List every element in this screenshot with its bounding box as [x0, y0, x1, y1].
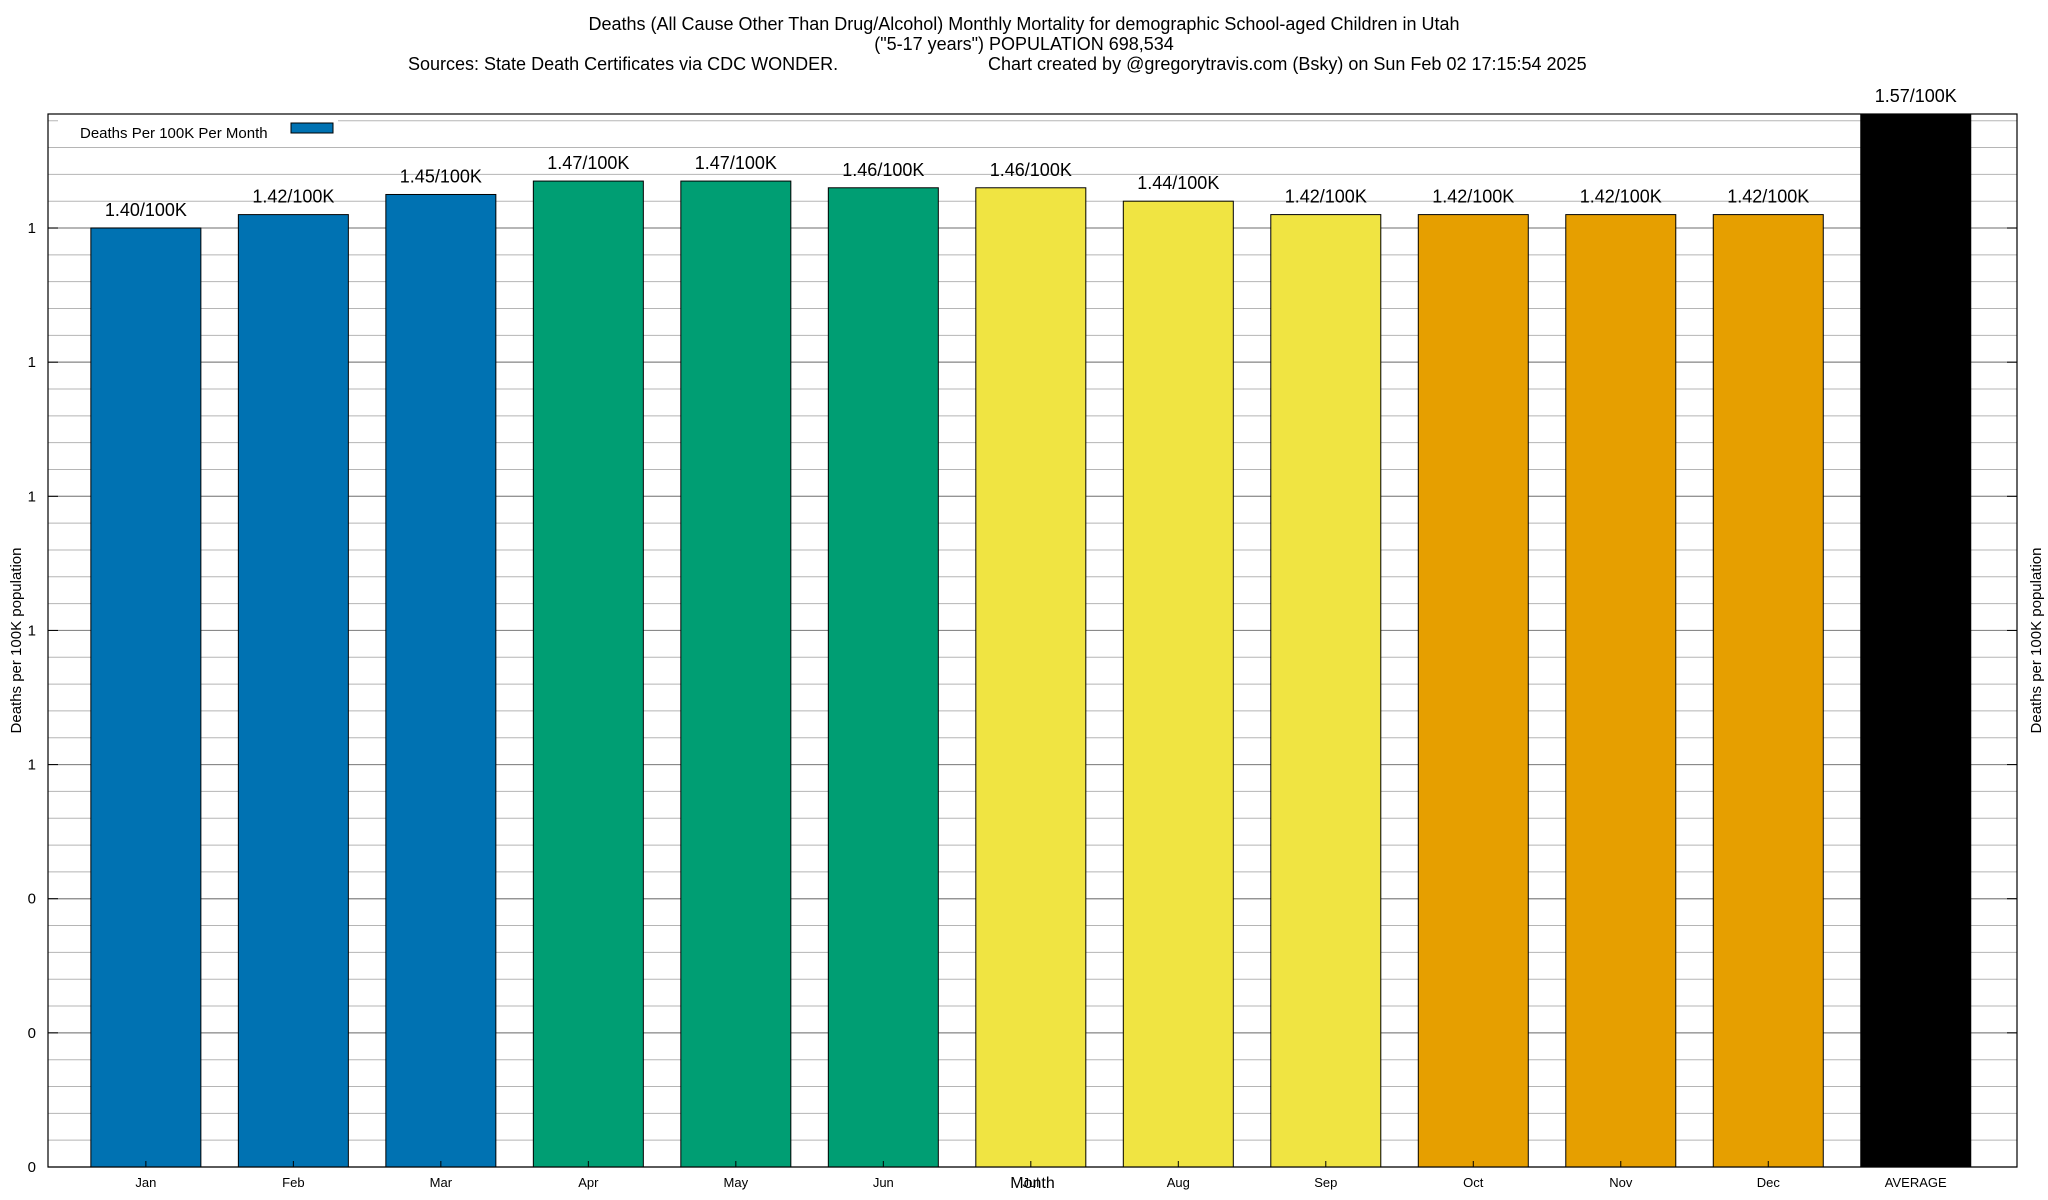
y-axis-title: Deaths per 100K population [8, 548, 25, 734]
x-tick-label: Nov [1609, 1175, 1633, 1190]
bar-mar [385, 193, 497, 1168]
y-tick-label: 0 [28, 891, 36, 908]
chart-title-block: Deaths (All Cause Other Than Drug/Alcoho… [0, 14, 2048, 54]
y-tick-label: 1 [28, 757, 36, 774]
bar-apr [532, 180, 644, 1168]
bar-value-label: 1.46/100K [990, 160, 1072, 180]
y-tick-label: 1 [28, 622, 36, 639]
x-tick-label: Aug [1167, 1175, 1190, 1190]
bar-value-label: 1.47/100K [695, 153, 777, 173]
legend-swatch [290, 122, 334, 134]
x-tick-label: Jun [873, 1175, 894, 1190]
bar-value-label: 1.42/100K [1432, 187, 1514, 207]
chart-sources: Sources: State Death Certificates via CD… [408, 54, 839, 74]
bar-feb [237, 214, 349, 1168]
y-tick-label: 1 [28, 220, 36, 237]
bar-value-label: 1.42/100K [1580, 187, 1662, 207]
y-tick-label: 0 [28, 1025, 36, 1042]
bar-value-label: 1.57/100K [1875, 86, 1957, 106]
bar-value-label: 1.42/100K [1285, 187, 1367, 207]
bar-nov [1565, 214, 1677, 1168]
y2-axis-title: Deaths per 100K population [2028, 548, 2045, 734]
x-tick-label: Apr [578, 1175, 599, 1190]
bar-value-label: 1.40/100K [105, 200, 187, 220]
y-tick-label: 1 [28, 354, 36, 371]
legend-label: Deaths Per 100K Per Month [80, 125, 268, 142]
plot-border [47, 113, 2018, 1168]
bar-jul [975, 187, 1087, 1168]
x-tick-label: Feb [282, 1175, 304, 1190]
x-tick-label: May [724, 1175, 749, 1190]
bar-value-label: 1.44/100K [1137, 173, 1219, 193]
x-tick-label: Mar [430, 1175, 453, 1190]
chart-title: Deaths (All Cause Other Than Drug/Alcoho… [588, 14, 1460, 34]
chart-subtitle: ("5-17 years") POPULATION 698,534 [874, 34, 1174, 54]
bar-value-label: 1.42/100K [252, 187, 334, 207]
y-tick-label: 0 [28, 1159, 36, 1176]
bar-sep [1270, 214, 1382, 1168]
y-tick-label: 1 [28, 488, 36, 505]
bar-value-label: 1.45/100K [400, 166, 482, 186]
chart-credit: Chart created by @gregorytravis.com (Bsk… [988, 54, 1587, 74]
bar-aug [1122, 200, 1234, 1168]
bar-jan [90, 227, 202, 1168]
x-tick-label: Dec [1757, 1175, 1781, 1190]
x-tick-label: Jul [1023, 1175, 1040, 1190]
bar-value-label: 1.47/100K [547, 153, 629, 173]
bar-oct [1417, 214, 1529, 1168]
bar-value-label: 1.46/100K [842, 160, 924, 180]
bar-value-label: 1.42/100K [1727, 187, 1809, 207]
x-tick-label: AVERAGE [1885, 1175, 1947, 1190]
x-tick-label: Sep [1314, 1175, 1337, 1190]
bar-average [1860, 113, 1972, 1168]
x-axis-title: Month [1010, 1175, 1054, 1192]
x-tick-label: Jan [135, 1175, 156, 1190]
bar-dec [1712, 214, 1824, 1168]
x-tick-label: Oct [1463, 1175, 1484, 1190]
bar-may [680, 180, 792, 1168]
bar-jun [827, 187, 939, 1168]
